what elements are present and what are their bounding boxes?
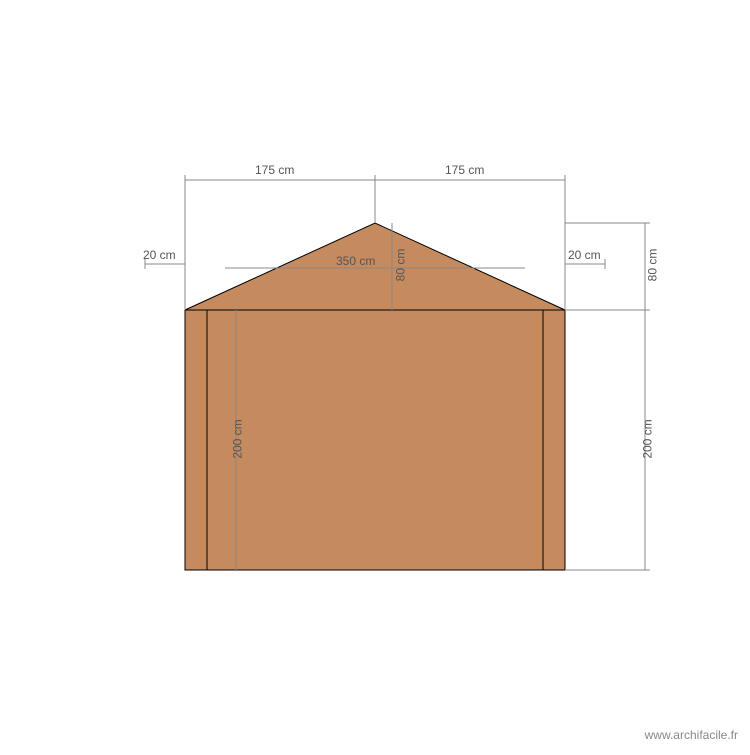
dim-200-inner: 200 cm: [231, 419, 245, 458]
dim-200-outer: 200 cm: [641, 419, 655, 458]
watermark: www.archifacile.fr: [645, 728, 738, 742]
left-post: [185, 310, 207, 570]
drawing-canvas: 175 cm 175 cm 20 cm 20 cm 350 cm 80 cm 8…: [0, 0, 750, 750]
right-post: [543, 310, 565, 570]
dim-roof-80: 80 cm: [393, 249, 407, 282]
dim-top-right-175: 175 cm: [445, 163, 484, 177]
dim-20-left: 20 cm: [143, 248, 176, 262]
wall-body: [207, 310, 543, 570]
dim-outer-80: 80 cm: [645, 249, 659, 282]
dim-top-left-175: 175 cm: [255, 163, 294, 177]
elevation-svg: [0, 0, 750, 750]
dim-20-right: 20 cm: [568, 248, 601, 262]
dim-350: 350 cm: [336, 254, 375, 268]
